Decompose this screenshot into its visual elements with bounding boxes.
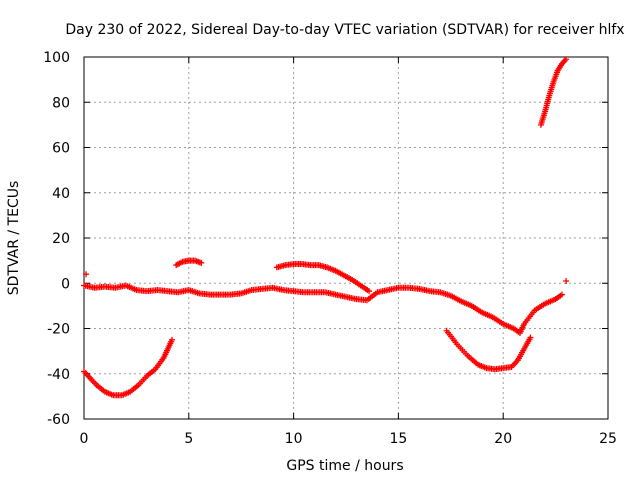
y-axis-ticks: -60 -40 -20 0 20 40 60 80 100 [43, 50, 608, 428]
x-tick-label: 20 [494, 431, 512, 447]
grid [84, 57, 608, 419]
y-tick-label: 40 [52, 186, 70, 202]
small-hump-point [198, 259, 205, 266]
y-tick-label: -40 [47, 367, 70, 383]
x-tick-label: 25 [599, 431, 617, 447]
start-points-point [83, 271, 90, 278]
rising-edge-point [563, 56, 570, 63]
y-tick-label: -60 [47, 412, 70, 428]
y-tick-label: 0 [61, 276, 70, 292]
chart-title: Day 230 of 2022, Sidereal Day-to-day VTE… [65, 22, 624, 38]
data-points [81, 56, 570, 399]
mid-hump-point [366, 288, 373, 295]
x-tick-label: 0 [80, 431, 89, 447]
x-tick-label: 10 [285, 431, 303, 447]
y-tick-label: -20 [47, 322, 70, 338]
y-tick-label: 100 [43, 50, 70, 66]
y-tick-label: 60 [52, 141, 70, 157]
x-axis-label: GPS time / hours [286, 458, 403, 474]
x-axis-ticks: 0 5 10 15 20 25 [80, 57, 617, 447]
x-tick-label: 5 [184, 431, 193, 447]
descending-arc-point [169, 336, 176, 343]
y-tick-label: 20 [52, 231, 70, 247]
main-track-point [558, 291, 565, 298]
y-axis-label: SDTVAR / TECUs [6, 181, 22, 296]
y-tick-label: 80 [52, 95, 70, 111]
lower-dip-point [527, 334, 534, 341]
x-tick-label: 15 [389, 431, 407, 447]
end-points-point [563, 277, 570, 284]
